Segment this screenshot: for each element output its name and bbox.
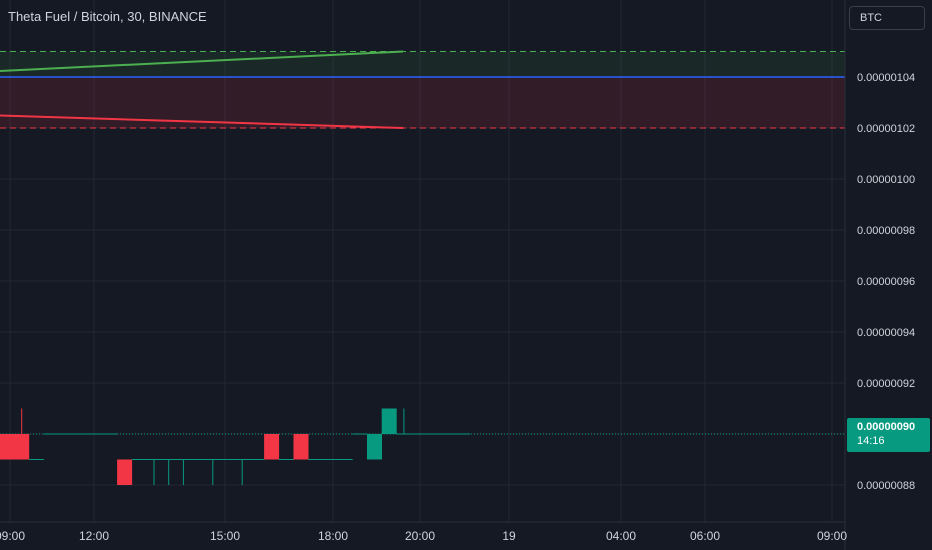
candle[interactable] [205,459,221,486]
x-tick-label: 09:00 [0,529,25,543]
candle-body [14,434,30,460]
last-price-tag: 0.00000090 14:16 [847,418,930,452]
bar-countdown: 14:16 [857,435,885,447]
x-tick-label: 12:00 [79,529,109,543]
candle-body [264,434,280,460]
y-tick-label: 0.00000098 [857,225,915,237]
candles [0,408,471,486]
candle[interactable] [293,434,309,460]
x-tick-label: 20:00 [405,529,435,543]
currency-unit-button[interactable]: BTC [849,6,925,30]
candle[interactable] [367,434,382,460]
candle[interactable] [396,408,412,435]
candle[interactable] [175,459,191,486]
y-tick-label: 0.00000092 [857,378,915,390]
candle[interactable] [264,434,280,460]
candle-body [381,408,397,434]
candle[interactable] [161,459,177,486]
candle[interactable] [234,459,250,486]
x-tick-label: 09:00 [817,529,847,543]
x-tick-label: 18:00 [318,529,348,543]
candle-body [117,459,133,485]
candle[interactable] [0,434,15,460]
last-price-value: 0.00000090 [857,421,916,433]
y-tick-label: 0.00000102 [857,123,915,135]
y-tick-label: 0.00000100 [857,174,915,186]
y-tick-label: 0.00000096 [857,276,915,288]
x-tick-label: 15:00 [210,529,240,543]
y-tick-label: 0.00000104 [857,72,915,84]
candle-body [367,434,382,460]
candle-body [0,434,15,460]
candle[interactable] [146,459,162,486]
x-tick-label: 04:00 [606,529,636,543]
upper-trend-line [0,50,404,72]
x-tick-label: 06:00 [690,529,720,543]
x-tick-label: 19 [502,529,516,543]
candle[interactable] [117,459,133,486]
y-tick-label: 0.00000088 [857,480,915,492]
symbol-title[interactable]: Theta Fuel / Bitcoin, 30, BINANCE [8,9,207,24]
candle-body [293,434,309,460]
y-tick-label: 0.00000094 [857,327,915,339]
lower-trend-line [0,114,404,129]
candle[interactable] [14,408,30,460]
candle[interactable] [381,408,397,435]
